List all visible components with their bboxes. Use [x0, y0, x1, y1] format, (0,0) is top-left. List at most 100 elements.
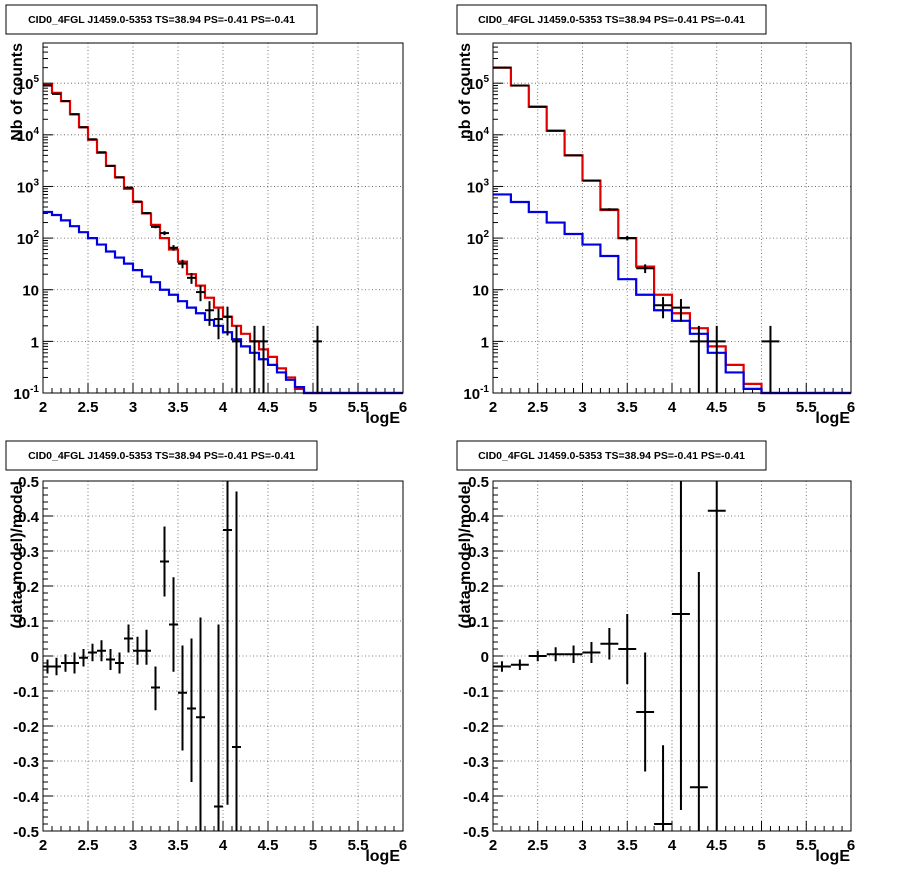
x-tick-label: 4.5 — [706, 837, 727, 854]
chart-panel-1: 2 2.5 3 3.5 4 4.5 5 5.5 6 10-1 1 10 102 103 104 105 CID0… — [5, 4, 407, 427]
data-point — [178, 645, 187, 751]
y-tick-label: -0.1 — [13, 684, 39, 701]
data-point — [528, 650, 547, 662]
x-tick-label: 5.5 — [348, 399, 369, 416]
plot-frame — [42, 480, 404, 832]
y-tick-label: 104 — [467, 126, 490, 145]
data-point — [510, 659, 529, 670]
chart-panel-4: 2 2.5 3 3.5 4 4.5 5 5.5 6 -0.5 -0.4 -0.3 -0.2 -0.1 0 0.… — [456, 440, 855, 865]
data-point — [160, 231, 169, 236]
y-tick-label: 105 — [467, 74, 490, 93]
y-tick-label: 0 — [481, 649, 489, 666]
y-tick-label: -0.4 — [463, 789, 490, 806]
y-tick-label: 104 — [17, 126, 40, 145]
data-point — [142, 212, 151, 215]
data-points — [493, 481, 726, 831]
x-tick-label: 4 — [219, 399, 228, 416]
data-point — [636, 652, 655, 772]
data-point — [160, 526, 169, 597]
chart-panel-2: 2 2.5 3 3.5 4 4.5 5 5.5 6 10-1 1 10 102 103 104 105 CID0… — [456, 4, 855, 427]
y-axis-label: (data-model)/model — [457, 481, 474, 629]
y-tick-label: 10 — [22, 283, 39, 300]
y-tick-label: 10 — [472, 283, 489, 300]
x-tick-label: 2 — [489, 837, 497, 854]
x-tick-label: 2.5 — [527, 399, 548, 416]
x-tick-label: 5.5 — [796, 399, 817, 416]
data-point — [654, 297, 672, 319]
data-point — [232, 325, 241, 393]
x-tick-label: 2.5 — [78, 837, 99, 854]
data-point — [672, 299, 690, 322]
data-point — [178, 259, 187, 269]
y-tick-label: 0.1 — [18, 614, 39, 631]
data-point — [187, 638, 196, 782]
data-point — [214, 308, 223, 340]
x-axis-label: logE — [365, 848, 400, 865]
data-point — [672, 481, 690, 810]
x-tick-label: 5.5 — [796, 837, 817, 854]
data-point — [88, 138, 97, 141]
model-background-line — [493, 193, 851, 395]
data-point — [142, 629, 151, 665]
y-tick-label: 103 — [17, 177, 40, 196]
plot-frame — [492, 480, 852, 832]
x-tick-label: 4.5 — [258, 399, 279, 416]
x-tick-label: 3 — [129, 399, 137, 416]
y-tick-label: 0.5 — [468, 474, 489, 491]
x-tick-label: 2.5 — [527, 837, 548, 854]
data-point — [70, 652, 79, 674]
grid — [43, 481, 403, 831]
y-tick-label: -0.5 — [463, 824, 489, 841]
data-point — [618, 235, 637, 241]
x-tick-label: 2 — [39, 399, 47, 416]
grid — [43, 43, 403, 393]
title-box: CID0_4FGL J1459.0-5353 TS=38.94 PS=-0.41… — [5, 440, 318, 471]
y-tick-label: -0.2 — [13, 719, 39, 736]
data-point — [223, 306, 232, 336]
x-tick-label: 3 — [578, 399, 586, 416]
chart-title: CID0_4FGL J1459.0-5353 TS=38.94 PS=-0.41… — [478, 450, 745, 462]
x-tick-label: 3.5 — [617, 837, 638, 854]
data-point — [88, 643, 97, 662]
data-point — [564, 154, 583, 157]
data-point — [223, 481, 232, 805]
x-axis-label: logE — [815, 410, 850, 427]
data-point — [707, 481, 726, 831]
y-tick-label: -0.5 — [13, 824, 39, 841]
data-point — [582, 179, 601, 182]
y-tick-label: 0.4 — [18, 509, 40, 526]
y-tick-label: -0.2 — [463, 719, 489, 736]
plot-frame — [492, 42, 852, 394]
chart-title: CID0_4FGL J1459.0-5353 TS=38.94 PS=-0.41… — [478, 14, 745, 26]
data-point — [124, 624, 133, 653]
data-point — [582, 642, 601, 663]
data-point — [70, 113, 79, 116]
x-axis-label: logE — [815, 848, 850, 865]
y-tick-label: -0.3 — [13, 754, 39, 771]
chart-panel-3: 2 2.5 3 3.5 4 4.5 5 5.5 6 -0.5 -0.4 -0.3 -0.2 -0.1 0 0.… — [5, 440, 407, 865]
y-tick-label: 105 — [17, 74, 40, 93]
x-tick-label: 6 — [847, 399, 855, 416]
grid — [493, 43, 851, 393]
y-tick-label: 0.2 — [18, 579, 39, 596]
data-point — [196, 285, 205, 302]
y-tick-label: 0.5 — [18, 474, 39, 491]
x-tick-label: 4.5 — [258, 837, 279, 854]
data-point — [232, 491, 241, 831]
data-point — [707, 325, 726, 393]
x-tick-label: 6 — [399, 837, 407, 854]
y-tick-label: 103 — [467, 177, 490, 196]
data-point — [169, 577, 178, 672]
data-point — [124, 186, 133, 189]
title-box: CID0_4FGL J1459.0-5353 TS=38.94 PS=-0.41… — [5, 4, 318, 35]
data-point — [187, 273, 196, 284]
x-tick-label: 4 — [668, 399, 677, 416]
title-frame — [5, 4, 318, 35]
data-point — [564, 645, 583, 663]
data-point — [151, 225, 160, 229]
x-tick-label: 3 — [578, 837, 586, 854]
x-axis: 2 2.5 3 3.5 4 4.5 5 5.5 6 — [39, 821, 407, 854]
data-point — [636, 264, 655, 274]
model-background-line — [43, 210, 403, 395]
data-point — [689, 325, 708, 393]
